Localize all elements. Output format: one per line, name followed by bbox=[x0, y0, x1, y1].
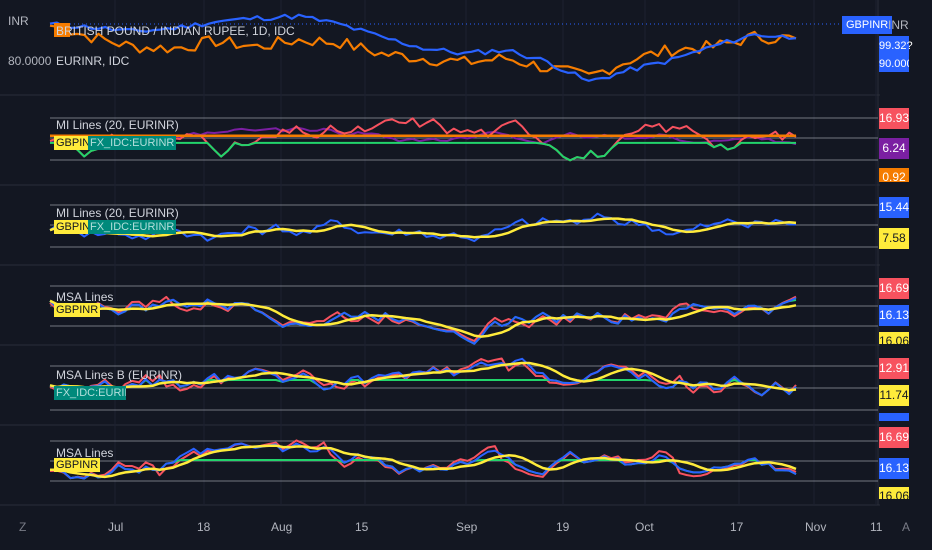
pane4-yellow-line bbox=[49, 361, 797, 392]
pane1-price-orange: 0.92 bbox=[879, 168, 909, 182]
pane1-price-red: 16.93 bbox=[879, 108, 909, 129]
pane4-price-blue bbox=[879, 413, 909, 421]
pane5-red-line bbox=[49, 439, 797, 480]
x-tick-11: 11 bbox=[870, 520, 883, 534]
x-tick-18: 18 bbox=[197, 520, 211, 534]
pane4-price-yellow: 11.74 bbox=[879, 385, 909, 406]
pane3-yellow-line bbox=[49, 299, 797, 338]
x-tick-sep: Sep bbox=[456, 520, 478, 534]
legend-tag-gbpinr[interactable]: GBPINR bbox=[842, 16, 893, 34]
pane3-title[interactable]: MSA Lines bbox=[56, 290, 114, 304]
axis-corner-right[interactable]: A bbox=[902, 520, 911, 534]
x-tick-oct: Oct bbox=[635, 520, 654, 534]
x-tick-19: 19 bbox=[556, 520, 570, 534]
pane3-tag: GBPINR bbox=[54, 303, 101, 317]
main-title[interactable]: BRITISH POUND / INDIAN RUPEE, 1D, IDC bbox=[56, 24, 295, 38]
pane1-title[interactable]: MI Lines (20, EURINR) bbox=[56, 118, 179, 132]
x-tick-15: 15 bbox=[355, 520, 369, 534]
pane2-title[interactable]: MI Lines (20, EURINR) bbox=[56, 206, 179, 220]
pane3-red-line bbox=[49, 295, 797, 342]
series-eurinr-line bbox=[49, 24, 797, 76]
x-tick-aug: Aug bbox=[271, 520, 293, 534]
pane2-extra-tag: FX_IDC:EURINR bbox=[88, 220, 177, 234]
pane3-price-blue: 16.13 bbox=[879, 305, 909, 326]
pane5-yellow-line bbox=[49, 444, 797, 479]
series-gbpinr-line bbox=[49, 13, 797, 82]
pane3-blue-line bbox=[49, 297, 797, 345]
pane1-price-purple: 6.24 bbox=[879, 138, 909, 159]
x-tick-jul: Jul bbox=[108, 520, 124, 534]
pane4-extra-tag: FX_IDC:EURINR bbox=[54, 386, 126, 400]
pane1-extra-tag: FX_IDC:EURINR bbox=[88, 136, 177, 150]
pane5-price-blue: 16.13 bbox=[879, 458, 909, 479]
x-tick-17: 17 bbox=[730, 520, 744, 534]
right-unit-label: INR bbox=[888, 18, 909, 32]
price-badge-eurinr: 90.0000 bbox=[879, 56, 909, 72]
x-tick-nov: Nov bbox=[805, 520, 827, 534]
pane5-price-red: 16.69 bbox=[879, 427, 909, 448]
pane3-price-red: 16.69 bbox=[879, 278, 909, 299]
compare-symbol-label[interactable]: EURINR, IDC bbox=[56, 54, 130, 68]
pane5-tag: GBPINR bbox=[54, 458, 101, 472]
pane5-title[interactable]: MSA Lines bbox=[56, 446, 114, 460]
price-badge-gbpinr: 99.32?32 bbox=[879, 36, 913, 73]
pane4-title[interactable]: MSA Lines B (EURINR) bbox=[56, 368, 183, 382]
pane2-price-yellow: 7.58 bbox=[879, 228, 909, 249]
pane2-price-blue: 15.44 bbox=[879, 197, 909, 218]
pane4-price-red: 12.91 bbox=[879, 358, 909, 379]
axis-corner-left[interactable]: Z bbox=[19, 520, 27, 534]
left-unit-label: INR bbox=[8, 14, 29, 28]
pane5-price-yellow: 16.06 bbox=[879, 487, 909, 499]
left-price-label: 80.0000 bbox=[8, 54, 52, 68]
pane3-price-yellow: 16.06 bbox=[879, 332, 909, 344]
main-symbol-tag bbox=[54, 23, 71, 37]
